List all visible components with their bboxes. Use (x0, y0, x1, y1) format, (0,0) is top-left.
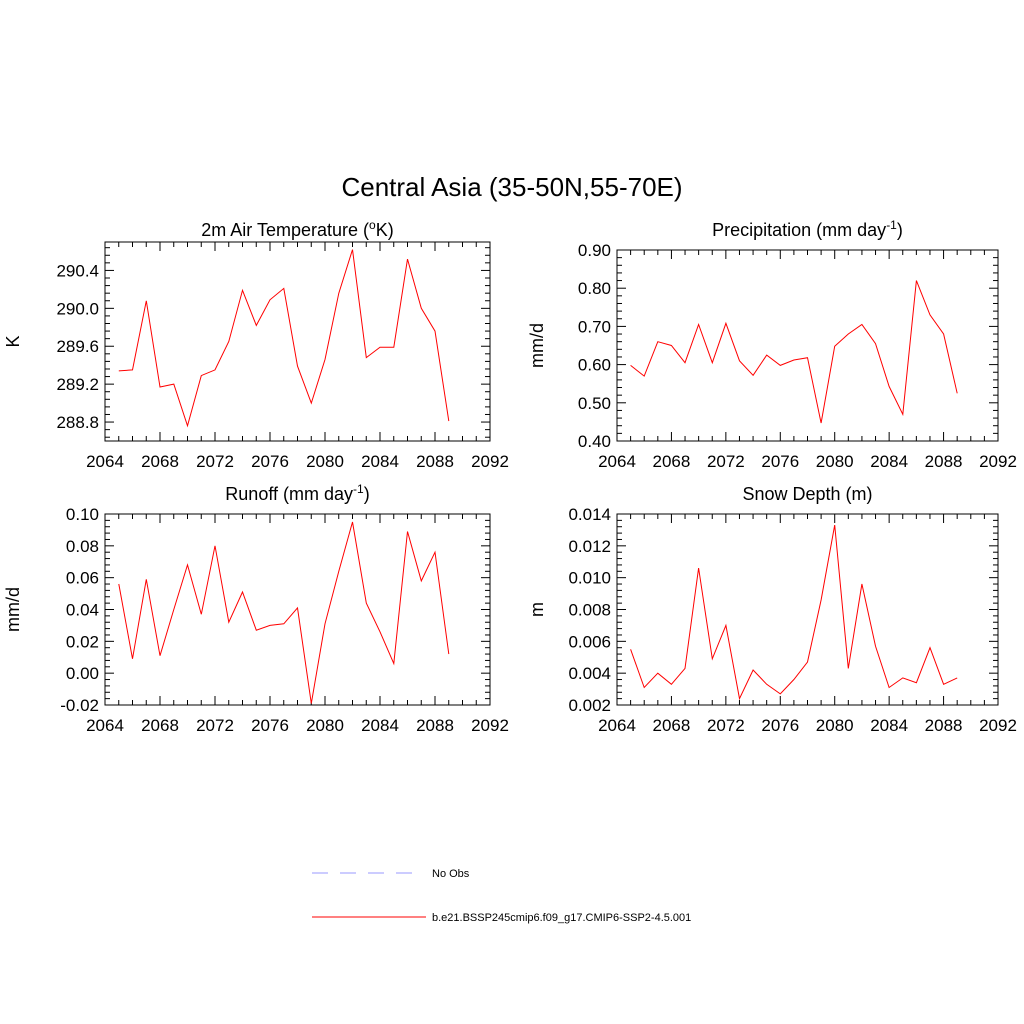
panel-air-temperature: 2064 2068 2072 2076 2080 2084 2088 2092 288.8 289… (3, 218, 509, 471)
y-tick-label-snow-depth: 0.012 (568, 537, 611, 556)
x-tick-label-air-temperature: 2064 (86, 452, 124, 471)
y-tick-label-snow-depth: 0.004 (568, 664, 611, 683)
x-tick-label-precipitation: 2080 (816, 452, 854, 471)
y-axis-label-runoff: mm/d (3, 587, 23, 632)
panel-precipitation: 2064 2068 2072 2076 2080 2084 2088 2092 0.40 0.50… (527, 218, 1017, 471)
x-tick-label-snow-depth: 2092 (979, 716, 1017, 735)
y-tick-label-snow-depth: 0.006 (568, 632, 611, 651)
x-tick-label-runoff: 2064 (86, 716, 124, 735)
x-tick-label-precipitation: 2068 (653, 452, 691, 471)
x-tick-label-precipitation: 2064 (598, 452, 636, 471)
x-tick-label-precipitation: 2084 (870, 452, 908, 471)
x-tick-label-snow-depth: 2084 (870, 716, 908, 735)
x-tick-label-snow-depth: 2076 (761, 716, 799, 735)
panel-runoff: 2064 2068 2072 2076 2080 2084 2088 2092 -0.02 0.0… (3, 482, 509, 735)
x-tick-label-runoff: 2068 (141, 716, 179, 735)
y-tick-label-snow-depth: 0.008 (568, 601, 611, 620)
x-tick-label-runoff: 2076 (251, 716, 289, 735)
y-tick-label-precipitation: 0.40 (578, 432, 611, 451)
x-tick-label-runoff: 2084 (361, 716, 399, 735)
y-tick-label-snow-depth: 0.010 (568, 569, 611, 588)
panel-title-snow-depth: Snow Depth (m) (742, 484, 872, 504)
y-tick-label-runoff: 0.02 (66, 632, 99, 651)
plot-frame-air-temperature (104, 241, 491, 442)
x-tick-label-precipitation: 2088 (925, 452, 963, 471)
y-tick-label-runoff: 0.06 (66, 569, 99, 588)
x-tick-label-snow-depth: 2064 (598, 716, 636, 735)
y-tick-label-runoff: 0.08 (66, 537, 99, 556)
y-tick-label-snow-depth: 0.014 (568, 505, 611, 524)
y-tick-label-runoff: 0.10 (66, 505, 99, 524)
y-tick-label-precipitation: 0.60 (578, 356, 611, 375)
y-tick-label-precipitation: 0.80 (578, 279, 611, 298)
x-tick-label-air-temperature: 2080 (306, 452, 344, 471)
plot-frame-precipitation (616, 249, 999, 442)
x-tick-label-air-temperature: 2084 (361, 452, 399, 471)
x-tick-label-snow-depth: 2088 (925, 716, 963, 735)
y-tick-label-air-temperature: 289.2 (56, 375, 99, 394)
y-tick-label-precipitation: 0.50 (578, 394, 611, 413)
legend: No Obs b.e21.BSSP245cmip6.f09_g17.CMIP6-… (312, 868, 691, 924)
x-tick-label-precipitation: 2092 (979, 452, 1017, 471)
panel-title-runoff: Runoff (mm day-1) (225, 482, 369, 504)
y-tick-label-air-temperature: 290.4 (56, 261, 99, 280)
x-tick-label-runoff: 2088 (416, 716, 454, 735)
y-tick-label-snow-depth: 0.002 (568, 696, 611, 715)
x-tick-label-air-temperature: 2092 (471, 452, 509, 471)
x-tick-label-snow-depth: 2072 (707, 716, 745, 735)
y-tick-label-precipitation: 0.90 (578, 241, 611, 260)
x-tick-label-air-temperature: 2076 (251, 452, 289, 471)
y-axis-label-precipitation: mm/d (527, 323, 547, 368)
y-axis-label-snow-depth: m (527, 602, 547, 617)
y-tick-label-air-temperature: 289.6 (56, 337, 99, 356)
series-line-runoff (118, 521, 450, 704)
x-tick-label-snow-depth: 2068 (653, 716, 691, 735)
y-tick-label-air-temperature: 288.8 (56, 413, 99, 432)
figure-title: Central Asia (35-50N,55-70E) (341, 172, 682, 202)
y-tick-label-runoff: 0.00 (66, 664, 99, 683)
series-line-precipitation (630, 280, 958, 424)
panel-snow-depth: 2064 2068 2072 2076 2080 2084 2088 2092 0.002 0.0… (527, 484, 1017, 735)
y-tick-label-air-temperature: 290.0 (56, 299, 99, 318)
y-tick-label-runoff: 0.04 (66, 601, 99, 620)
x-tick-label-runoff: 2072 (196, 716, 234, 735)
y-tick-label-runoff: -0.02 (60, 696, 99, 715)
x-tick-label-precipitation: 2076 (761, 452, 799, 471)
series-line-air-temperature (118, 249, 450, 428)
x-tick-label-air-temperature: 2072 (196, 452, 234, 471)
panel-title-air-temperature: 2m Air Temperature (oK) (201, 218, 393, 240)
y-tick-label-precipitation: 0.70 (578, 317, 611, 336)
x-tick-label-air-temperature: 2088 (416, 452, 454, 471)
legend-label-model: b.e21.BSSP245cmip6.f09_g17.CMIP6-SSP2-4.… (432, 912, 691, 924)
x-tick-label-precipitation: 2072 (707, 452, 745, 471)
y-axis-label-air-temperature: K (3, 335, 23, 347)
x-tick-label-air-temperature: 2068 (141, 452, 179, 471)
series-line-snow-depth (630, 525, 958, 701)
x-tick-label-runoff: 2092 (471, 716, 509, 735)
x-tick-label-runoff: 2080 (306, 716, 344, 735)
panels: 2064 2068 2072 2076 2080 2084 2088 2092 288.8 289… (3, 218, 1017, 735)
legend-label-no-obs: No Obs (432, 868, 470, 880)
x-tick-label-snow-depth: 2080 (816, 716, 854, 735)
panel-title-precipitation: Precipitation (mm day-1) (712, 218, 903, 240)
